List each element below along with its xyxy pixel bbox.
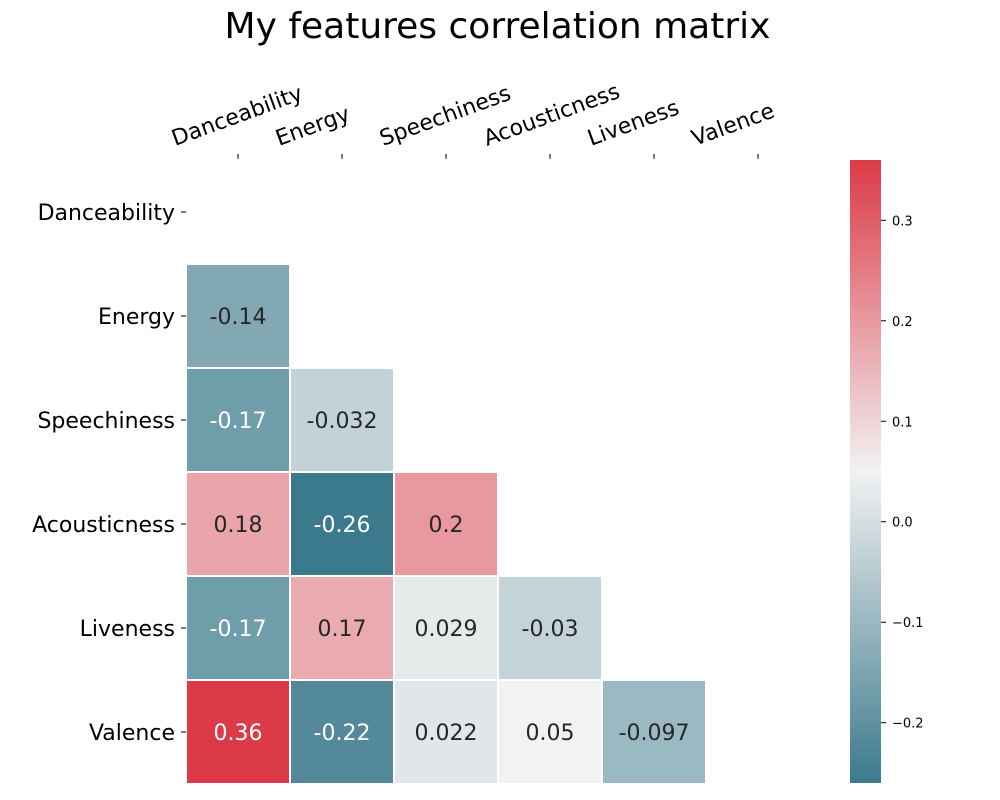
cell-value-label: 0.17	[318, 617, 367, 642]
heatmap-cell	[395, 681, 497, 783]
heatmap-cells: -0.14 -0.17 -0.032 0.18 -0.26 0.2 -0.17 0.17 0.0…	[187, 265, 705, 783]
heatmap-cell	[291, 473, 393, 575]
heatmap-cell	[187, 681, 289, 783]
y-tick-label: Speechiness	[37, 409, 175, 434]
y-tick-label: Danceability	[38, 201, 175, 226]
cell-value-label: 0.18	[214, 513, 263, 538]
heatmap-cell	[187, 265, 289, 367]
heatmap-cell	[187, 577, 289, 679]
cell-value-label: -0.03	[522, 617, 579, 642]
colorbar-tick-label: 0.3	[892, 214, 913, 229]
y-tick-label: Valence	[89, 721, 175, 746]
colorbar-tick-label: 0.2	[892, 315, 913, 330]
colorbar-tick-label: −0.1	[892, 616, 924, 631]
cell-value-label: -0.032	[307, 409, 378, 434]
cell-value-label: -0.26	[314, 513, 371, 538]
cell-value-label: 0.05	[526, 721, 575, 746]
x-tick-label: Valence	[689, 99, 778, 152]
cell-value-label: -0.17	[210, 409, 267, 434]
y-axis-labels: Danceability Energy Speechiness Acousticnes…	[32, 201, 186, 746]
y-tick-label: Liveness	[80, 617, 175, 642]
cell-value-label: -0.22	[314, 721, 371, 746]
chart-title: My features correlation matrix	[224, 6, 771, 47]
colorbar: 0.3 0.2 0.1 0.0 −0.1 −0.2	[850, 160, 924, 783]
heatmap-cell	[291, 681, 393, 783]
cell-value-label: -0.17	[210, 617, 267, 642]
heatmap-cell	[603, 681, 705, 783]
cell-value-label: 0.022	[415, 721, 478, 746]
heatmap-cell	[395, 473, 497, 575]
cell-value-label: 0.2	[429, 513, 464, 538]
colorbar-tick-label: −0.2	[892, 717, 924, 732]
heatmap-cell	[187, 369, 289, 471]
heatmap-cell	[187, 473, 289, 575]
heatmap-cell	[499, 577, 601, 679]
heatmap-cell	[291, 577, 393, 679]
cell-value-label: -0.097	[619, 721, 690, 746]
y-tick-label: Acousticness	[32, 513, 175, 538]
colorbar-gradient	[850, 160, 881, 783]
heatmap-cell	[291, 369, 393, 471]
cell-value-label: 0.029	[415, 617, 478, 642]
heatmap-cell	[499, 681, 601, 783]
heatmap-cell	[395, 577, 497, 679]
colorbar-tick-label: 0.1	[892, 415, 913, 430]
cell-value-label: -0.14	[210, 305, 267, 330]
y-tick-label: Energy	[98, 305, 175, 330]
colorbar-tick-label: 0.0	[892, 516, 913, 531]
cell-value-label: 0.36	[214, 721, 263, 746]
